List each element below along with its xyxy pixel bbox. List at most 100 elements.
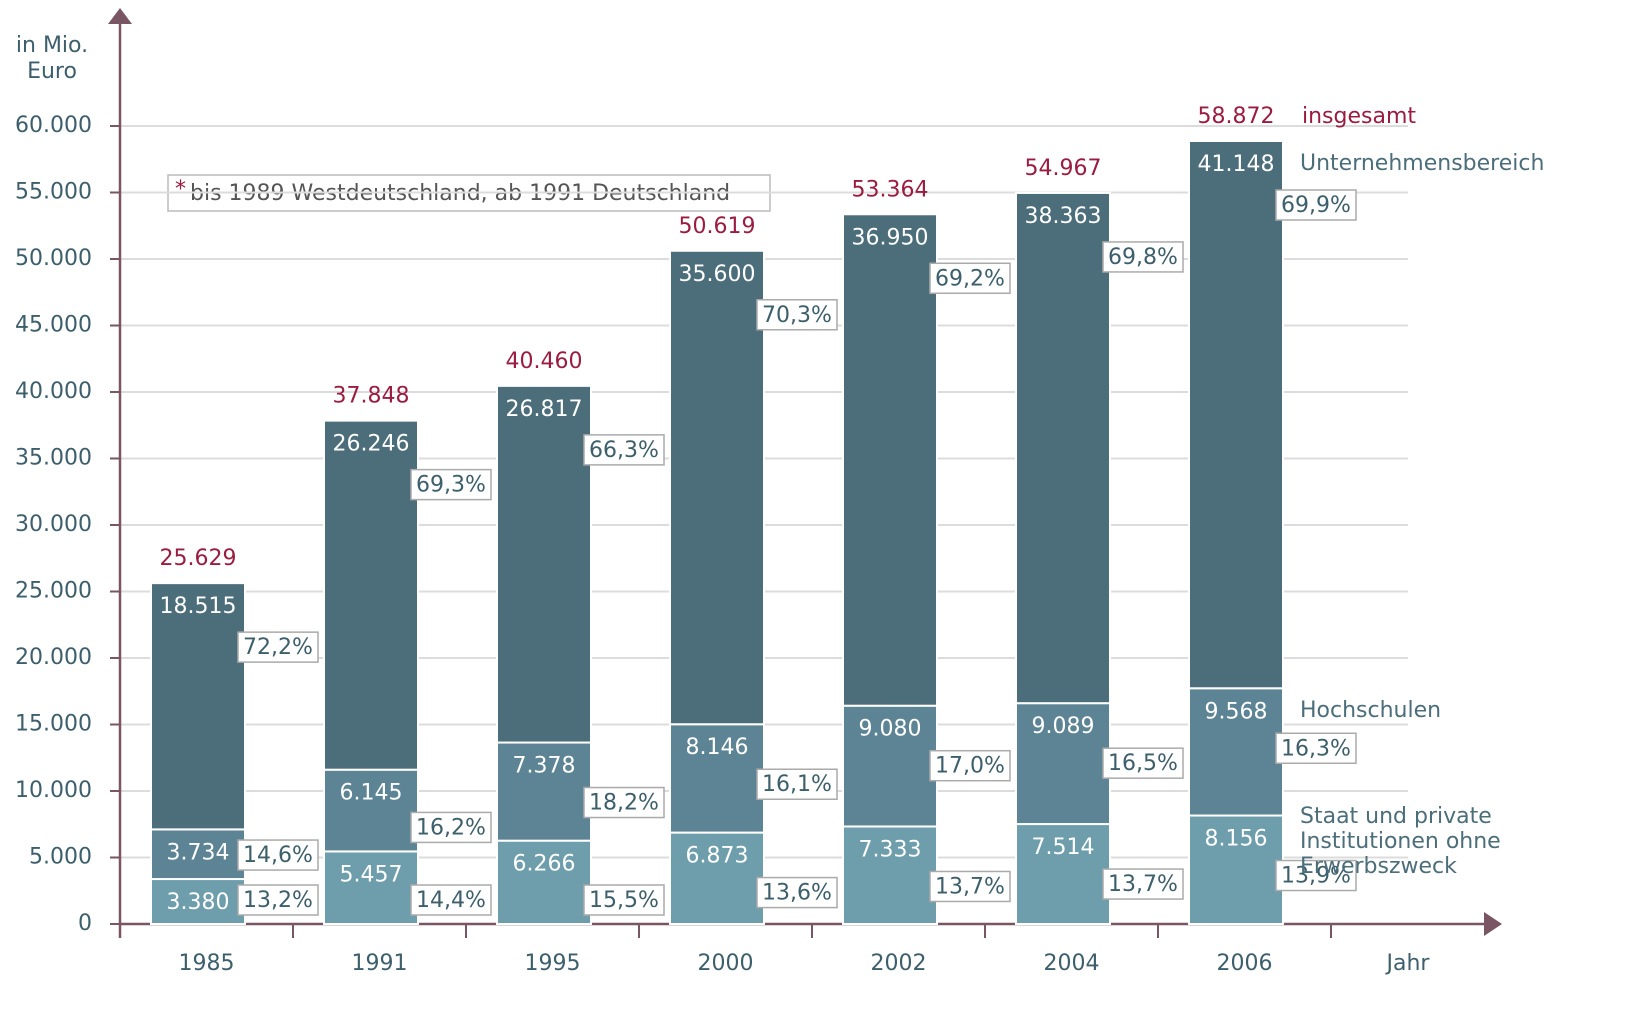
- share-box: [929, 870, 1011, 903]
- share-label: 13,9%: [1281, 864, 1351, 889]
- value-label: 8.156: [1205, 827, 1268, 852]
- value-label: 18.515: [160, 594, 237, 619]
- bar-segment: [150, 828, 246, 881]
- y-tick-label: 30.000: [15, 512, 92, 537]
- share-box: [1102, 241, 1184, 273]
- share-label: 69,3%: [416, 473, 486, 498]
- bar-segment: [150, 582, 246, 831]
- bar-segment: [496, 839, 592, 925]
- share-label: 13,2%: [243, 888, 313, 913]
- share-box: [237, 631, 319, 663]
- total-label: 40.460: [506, 349, 583, 374]
- value-label: 6.145: [340, 781, 403, 806]
- y-tick-label: 0: [78, 911, 92, 936]
- share-box: [410, 468, 492, 501]
- share-box: [1275, 189, 1357, 221]
- total-label: 50.619: [679, 214, 756, 239]
- y-tick-label: 35.000: [15, 446, 92, 471]
- share-label: 69,2%: [935, 266, 1005, 291]
- bar-segment: [496, 384, 592, 744]
- share-box: [1275, 732, 1357, 765]
- total-label: 37.848: [333, 384, 410, 409]
- share-label: 15,5%: [589, 888, 659, 913]
- y-tick-label: 55.000: [15, 180, 92, 205]
- share-box: [583, 434, 665, 466]
- value-label: 3.380: [167, 890, 230, 915]
- share-label: 16,3%: [1281, 736, 1351, 761]
- share-box: [237, 884, 319, 916]
- y-tick-label: 60.000: [15, 113, 92, 138]
- share-box: [756, 299, 838, 331]
- series-label-text: Hochschulen: [1300, 698, 1442, 724]
- total-label: 53.364: [852, 177, 929, 202]
- value-label: 7.514: [1032, 835, 1095, 860]
- x-axis-arrow: [1484, 912, 1502, 936]
- share-label: 14,6%: [243, 843, 313, 868]
- bar-segment: [323, 768, 419, 853]
- value-label: 26.817: [506, 397, 583, 422]
- value-label: 35.600: [679, 262, 756, 287]
- share-box: [756, 768, 838, 800]
- y-tick-label: 40.000: [15, 379, 92, 404]
- series-label: Unternehmensbereich: [1300, 151, 1545, 176]
- y-tick-label: 10.000: [15, 778, 92, 803]
- y-tick-label: 15.000: [15, 712, 92, 737]
- x-tick-label: 1991: [352, 951, 408, 976]
- y-axis-arrow: [108, 8, 132, 24]
- x-axis-title: Jahr: [1385, 951, 1431, 976]
- share-box: [756, 876, 838, 909]
- value-label: 41.148: [1198, 152, 1275, 177]
- share-box: [1275, 859, 1357, 892]
- bar-segment: [842, 704, 938, 828]
- share-label: 18,2%: [589, 791, 659, 816]
- value-label: 36.950: [852, 225, 929, 250]
- share-box: [929, 749, 1011, 782]
- x-tick-label: 1985: [179, 951, 235, 976]
- x-tick-label: 2002: [871, 951, 927, 976]
- value-label: 8.146: [686, 735, 749, 760]
- value-label: 6.266: [513, 852, 576, 877]
- series-label-text: Unternehmensbereich: [1300, 151, 1545, 176]
- value-label: 9.089: [1032, 714, 1095, 739]
- total-label: 54.967: [1025, 156, 1102, 181]
- note-marker: *: [175, 177, 186, 202]
- share-label: 16,1%: [762, 772, 832, 797]
- share-box: [410, 811, 492, 844]
- x-tick-label: 2006: [1217, 951, 1273, 976]
- y-tick-label: 50.000: [15, 246, 92, 271]
- bar-segment: [1188, 140, 1284, 690]
- value-label: 3.734: [167, 840, 230, 865]
- total-label: 58.872: [1198, 104, 1275, 129]
- share-label: 66,3%: [589, 438, 659, 463]
- share-label: 16,2%: [416, 815, 486, 840]
- share-label: 70,3%: [762, 303, 832, 328]
- bar-segment: [842, 213, 938, 707]
- x-tick-label: 1995: [525, 951, 581, 976]
- share-label: 13,7%: [935, 874, 1005, 899]
- share-box: [929, 262, 1011, 295]
- share-label: 14,4%: [416, 888, 486, 913]
- x-tick-label: 2004: [1044, 951, 1100, 976]
- value-label: 38.363: [1025, 204, 1102, 229]
- share-box: [410, 884, 492, 916]
- share-box: [237, 839, 319, 871]
- bar-segment: [323, 419, 419, 771]
- value-label: 9.568: [1205, 699, 1268, 724]
- y-axis-title: in Mio. Euro: [16, 33, 88, 84]
- bar-segment: [1015, 191, 1111, 705]
- y-tick-label: 20.000: [15, 645, 92, 670]
- total-label: 25.629: [160, 546, 237, 571]
- series-label: Staat und private Institutionen ohne Erw…: [1300, 804, 1501, 879]
- value-label: 5.457: [340, 862, 403, 887]
- bar-segment: [323, 850, 419, 925]
- total-series-label: insgesamt: [1302, 104, 1416, 129]
- share-box: [1102, 747, 1184, 779]
- share-label: 69,8%: [1108, 245, 1178, 270]
- value-label: 7.378: [513, 754, 576, 779]
- share-box: [1102, 868, 1184, 900]
- share-label: 69,9%: [1281, 193, 1351, 218]
- value-label: 26.246: [333, 432, 410, 457]
- y-tick-label: 25.000: [15, 579, 92, 604]
- bar-segment: [669, 249, 765, 726]
